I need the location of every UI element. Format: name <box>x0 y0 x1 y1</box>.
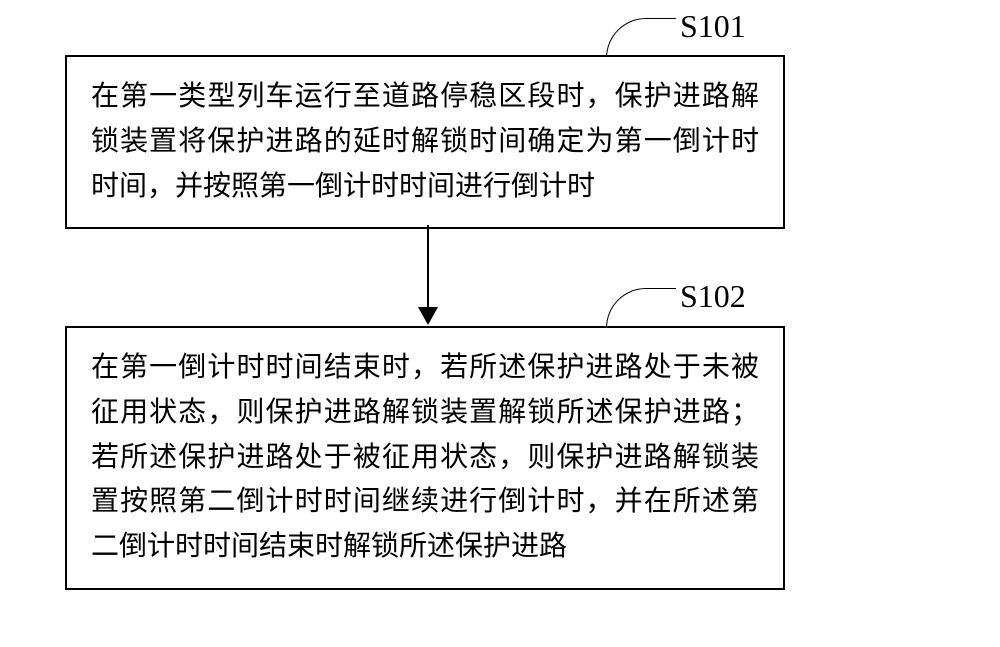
arrow-head-icon <box>418 307 438 325</box>
connector-curve-s102 <box>606 288 676 328</box>
flowchart-box-s101: 在第一类型列车运行至道路停稳区段时，保护进路解锁装置将保护进路的延时解锁时间确定… <box>65 55 785 229</box>
flowchart-box-s102: 在第一倒计时时间结束时，若所述保护进路处于未被征用状态，则保护进路解锁装置解锁所… <box>65 326 785 590</box>
step-label-s102: S102 <box>680 278 746 315</box>
connector-curve-s101 <box>606 18 676 58</box>
step-text-s102: 在第一倒计时时间结束时，若所述保护进路处于未被征用状态，则保护进路解锁装置解锁所… <box>91 352 759 562</box>
step-text-s101: 在第一类型列车运行至道路停稳区段时，保护进路解锁装置将保护进路的延时解锁时间确定… <box>91 81 759 202</box>
step-label-s101: S101 <box>680 8 746 45</box>
arrow-shaft <box>427 225 429 313</box>
flowchart-container: S101 在第一类型列车运行至道路停稳区段时，保护进路解锁装置将保护进路的延时解… <box>0 0 1000 647</box>
arrow-s101-to-s102 <box>418 225 438 325</box>
